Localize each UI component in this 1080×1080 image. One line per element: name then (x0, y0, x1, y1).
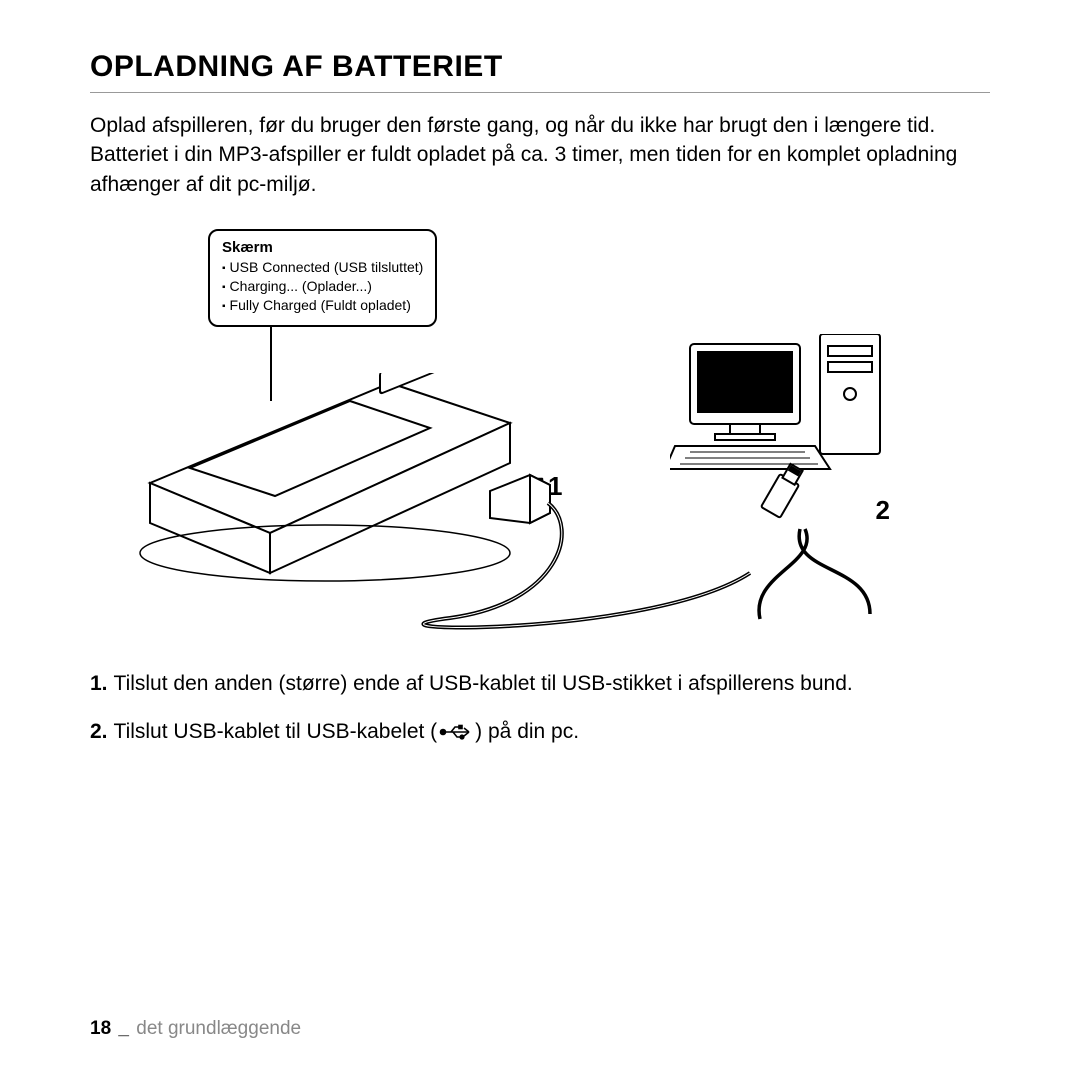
step-number: 1. (90, 669, 108, 698)
step-2-before: Tilslut USB-kablet til USB-kabelet ( (114, 720, 438, 743)
usb-icon (439, 724, 473, 740)
diagram-marker-2: 2 (876, 495, 890, 526)
screen-callout-box: Skærm USB Connected (USB tilsluttet) Cha… (208, 229, 437, 327)
footer-separator: _ (118, 1018, 129, 1039)
callout-item: Charging... (Oplader...) (222, 277, 423, 296)
callout-leader-line (270, 321, 272, 401)
callout-title: Skærm (222, 239, 423, 256)
callout-item: Fully Charged (Fuldt opladet) (222, 296, 423, 315)
step-2: 2. Tilslut USB-kablet til USB-kabelet ()… (90, 717, 990, 746)
mp3-player-illustration (130, 373, 770, 653)
step-2-after: ) på din pc. (475, 720, 579, 743)
footer-section-name: det grundlæggende (136, 1018, 301, 1039)
step-text: Tilslut USB-kablet til USB-kabelet ( ) på… (114, 717, 990, 746)
page-title: OPLADNING AF BATTERIET (90, 50, 990, 93)
intro-para-2: Batteriet i din MP3-afspiller er fuldt o… (90, 140, 990, 199)
diagram-area: Skærm USB Connected (USB tilsluttet) Cha… (90, 229, 990, 649)
intro-para-1: Oplad afspilleren, før du bruger den før… (90, 111, 990, 140)
step-number: 2. (90, 717, 108, 746)
step-1: 1. Tilslut den anden (større) ende af US… (90, 669, 990, 698)
page-footer: 18 _ det grundlæggende (90, 1018, 301, 1040)
callout-item: USB Connected (USB tilsluttet) (222, 258, 423, 277)
steps-list: 1. Tilslut den anden (større) ende af US… (90, 669, 990, 746)
footer-page-number: 18 (90, 1018, 111, 1039)
intro-text: Oplad afspilleren, før du bruger den før… (90, 111, 990, 199)
step-text: Tilslut den anden (større) ende af USB-k… (114, 669, 990, 698)
